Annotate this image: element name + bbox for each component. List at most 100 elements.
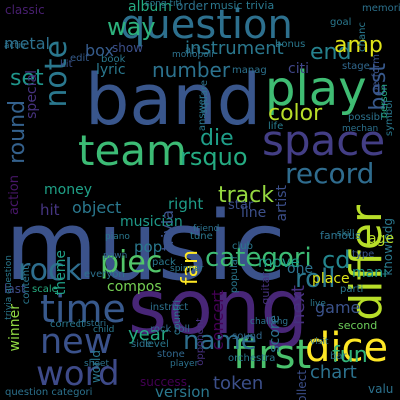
word-collect: collect bbox=[295, 370, 309, 400]
word-cd: cd bbox=[322, 246, 351, 274]
word-kit: kit bbox=[60, 59, 73, 70]
word-everyon: everyon bbox=[84, 269, 125, 280]
word-trivia-question: trivia question bbox=[4, 255, 14, 320]
word-pack: pack bbox=[152, 257, 176, 268]
word-amp: amp bbox=[334, 33, 383, 58]
word-edit: edit bbox=[70, 53, 90, 64]
word-special: special bbox=[24, 70, 40, 119]
word-artist: artist bbox=[274, 185, 290, 222]
word-hit: hit bbox=[40, 201, 60, 219]
word-bar: bar bbox=[330, 351, 347, 362]
word-music: music bbox=[5, 192, 286, 302]
word-chanc: chanc bbox=[357, 22, 368, 52]
word-die: die bbox=[200, 126, 234, 151]
word-categori: categori bbox=[205, 243, 312, 273]
word-space: space bbox=[262, 116, 386, 165]
word-number: number bbox=[152, 58, 231, 82]
word-token: token bbox=[213, 373, 264, 394]
word-visit: visit bbox=[310, 337, 329, 347]
word-musician: musician bbox=[120, 214, 183, 230]
word-order: order bbox=[176, 0, 208, 13]
word-orchestra: orchestra bbox=[228, 353, 276, 364]
word-sound: sound bbox=[232, 331, 263, 342]
word-show: show bbox=[112, 41, 144, 55]
word-concert: concert bbox=[208, 290, 227, 351]
word-instruct: instruct bbox=[150, 302, 189, 313]
word-age: age bbox=[368, 231, 395, 247]
word-team: team bbox=[78, 126, 187, 175]
word-manag: manag bbox=[232, 65, 267, 76]
word-challeng: challeng bbox=[250, 317, 289, 327]
word-end: end bbox=[310, 40, 352, 65]
word-classic: classic bbox=[5, 3, 45, 17]
word-rock-roll: rock roll bbox=[150, 324, 191, 335]
word-life: life bbox=[268, 121, 284, 132]
word-band: band bbox=[85, 59, 262, 141]
word-type: type bbox=[352, 249, 375, 260]
word-live: live bbox=[310, 299, 326, 309]
word-content: content bbox=[21, 266, 32, 305]
word-place: place bbox=[312, 271, 350, 287]
word-right: right bbox=[168, 195, 204, 213]
word-fun: fun bbox=[332, 343, 368, 368]
word-version: version bbox=[155, 383, 210, 400]
word-time: time bbox=[40, 287, 126, 331]
word-monopoli: monopoli bbox=[172, 50, 214, 60]
word-roll: roll bbox=[295, 264, 336, 294]
word-stage: stage bbox=[342, 61, 370, 72]
word-piano: piano bbox=[105, 232, 130, 242]
word-mechan: mechan bbox=[342, 124, 379, 134]
word-line: line bbox=[241, 205, 267, 221]
word-trivia: trivia bbox=[158, 210, 177, 252]
word-correct: correct bbox=[50, 319, 86, 330]
word-record: record bbox=[285, 157, 375, 190]
word-track: track bbox=[218, 183, 274, 208]
word-question: question bbox=[120, 2, 293, 48]
word-way: way bbox=[107, 13, 156, 41]
word-parti: parti bbox=[340, 284, 364, 295]
word-next: next bbox=[288, 285, 309, 325]
word-song-titl: song titl bbox=[145, 0, 182, 9]
word-piec: piec bbox=[100, 245, 163, 280]
word-stone: stone bbox=[157, 349, 185, 360]
word-valu: valu bbox=[368, 382, 394, 396]
word-success: success bbox=[140, 375, 187, 389]
word-pop: pop bbox=[134, 238, 163, 256]
word-set: set bbox=[10, 66, 44, 91]
word-famous: famous bbox=[320, 229, 361, 242]
word-player: player bbox=[170, 359, 199, 369]
word-sheet: sheet bbox=[84, 359, 109, 369]
word-square: square bbox=[199, 80, 210, 115]
word-box: box bbox=[85, 41, 114, 60]
word-mani: mani bbox=[352, 265, 387, 281]
word-game: game bbox=[315, 298, 361, 317]
word-citi: citi bbox=[288, 61, 309, 77]
word-instrument: instrument bbox=[185, 38, 284, 59]
word-dice: dice bbox=[305, 325, 389, 371]
word-question-categori: question categori bbox=[5, 387, 93, 398]
word-year: year bbox=[128, 324, 169, 345]
word-object: object bbox=[72, 198, 122, 217]
word-metal: metal bbox=[4, 34, 50, 53]
word-word: word bbox=[36, 354, 120, 394]
word-second: second bbox=[338, 319, 378, 332]
word-chart: chart bbox=[310, 362, 357, 383]
word-rsquo: rsquo bbox=[180, 143, 248, 171]
word-play: play bbox=[265, 61, 367, 117]
word-skill: skill bbox=[337, 229, 355, 239]
word-goal: goal bbox=[330, 17, 352, 28]
word-pawn: pawn bbox=[103, 251, 128, 261]
word-book: book bbox=[101, 54, 126, 65]
word-star: star bbox=[228, 198, 254, 213]
word-act: act bbox=[185, 45, 201, 56]
word-name: name bbox=[183, 326, 257, 356]
word-compos: compos bbox=[107, 279, 162, 295]
word-color: color bbox=[268, 101, 323, 126]
word-album: album bbox=[128, 0, 172, 15]
word-possibl: possibl bbox=[348, 112, 383, 123]
word-scale: scale bbox=[32, 284, 58, 295]
word-move: move bbox=[258, 253, 300, 271]
word-guitar: guitar bbox=[259, 272, 272, 305]
word-popular: popular bbox=[229, 255, 240, 294]
